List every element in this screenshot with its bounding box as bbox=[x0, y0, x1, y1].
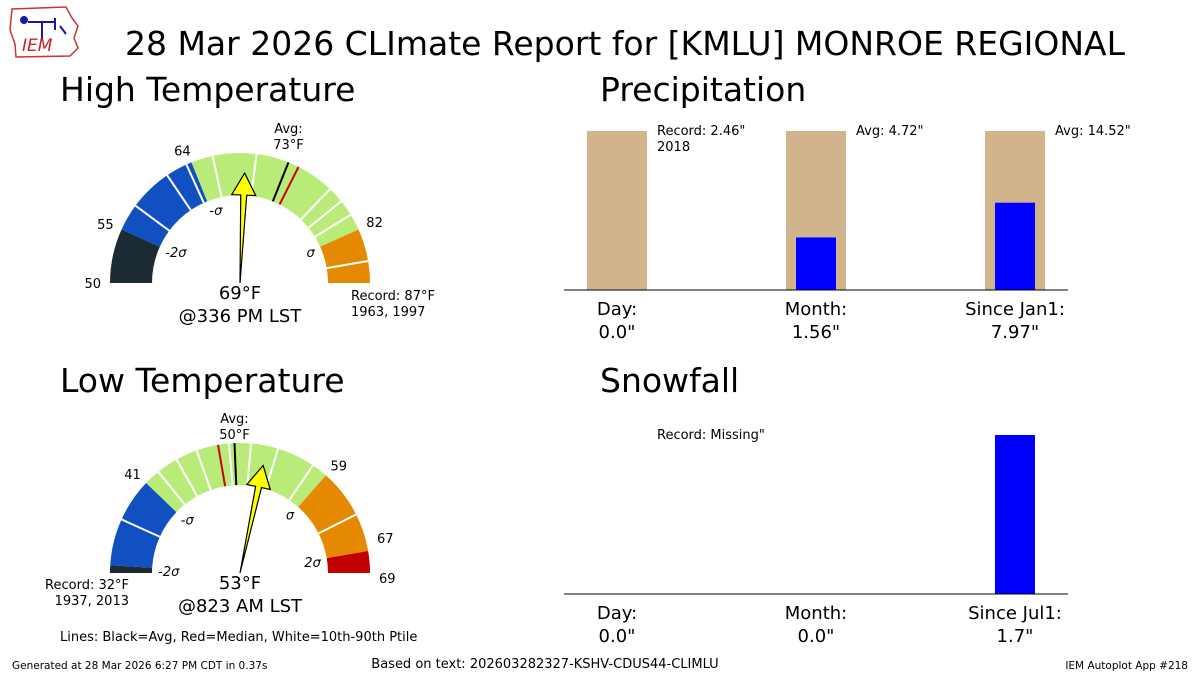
low-temp-panel-title: Low Temperature bbox=[60, 361, 345, 400]
gauge-band bbox=[191, 153, 359, 247]
snowfall-bar-chart: Record: Missing"Day:0.0"Month:0.0"Since … bbox=[564, 428, 1068, 647]
autoplot-app-note: IEM Autoplot App #218 bbox=[1065, 660, 1188, 672]
category-value-label: 7.97" bbox=[991, 322, 1039, 343]
record-years-label: 1963, 1997 bbox=[351, 305, 425, 320]
category-value-label: 0.0" bbox=[798, 626, 835, 647]
weather-station-icon bbox=[20, 16, 67, 40]
avg-value-label: 50°F bbox=[219, 428, 250, 443]
median-line bbox=[217, 444, 227, 487]
sigma-label: -σ bbox=[181, 513, 195, 528]
gauge-band bbox=[320, 229, 370, 283]
sigma-label: -2σ bbox=[165, 246, 187, 261]
gauge-band bbox=[121, 162, 208, 247]
percentile-line bbox=[134, 204, 170, 232]
percentile-line bbox=[157, 471, 186, 506]
category-label: Since Jan1: bbox=[965, 299, 1065, 320]
percentile-line bbox=[121, 518, 161, 538]
category-label: Month: bbox=[785, 299, 847, 320]
category-label: Month: bbox=[785, 603, 847, 624]
gauge-tick-label: 50 bbox=[84, 277, 101, 292]
legend-note: Lines: Black=Avg, Red=Median, White=10th… bbox=[60, 630, 417, 645]
percentile-line bbox=[227, 443, 234, 486]
percentile-line bbox=[246, 443, 253, 486]
source-text-note: Based on text: 202603282327-KSHV-CDUS44-… bbox=[371, 657, 718, 672]
percentile-line bbox=[307, 200, 342, 229]
percentile-line bbox=[288, 464, 314, 501]
gauge-tick-label: 59 bbox=[330, 460, 347, 475]
percentile-line bbox=[185, 164, 205, 204]
record-years-label: 1937, 2013 bbox=[55, 594, 129, 609]
category-value-label: 0.0" bbox=[599, 626, 636, 647]
record-label: Record: 87°F bbox=[351, 289, 435, 304]
reference-label: Record: Missing" bbox=[657, 428, 765, 443]
avg-label: Avg: bbox=[274, 122, 302, 137]
reference-bar bbox=[587, 131, 647, 290]
percentile-line bbox=[166, 174, 192, 211]
category-value-label: 0.0" bbox=[599, 322, 636, 343]
avg-value-label: 73°F bbox=[273, 138, 304, 153]
gauge-band bbox=[110, 229, 160, 283]
observed-time-label: @336 PM LST bbox=[179, 306, 303, 327]
percentile-line bbox=[314, 213, 352, 238]
percentile-line bbox=[211, 155, 223, 198]
gauge-band bbox=[298, 475, 369, 559]
sigma-label: -σ bbox=[209, 204, 223, 219]
sigma-label: 2σ bbox=[304, 556, 321, 571]
high-temperature-gauge: Avg:73°F 50 55 64 82 -2σ -σ σ 69°F@336 PM LST Rec… bbox=[84, 122, 435, 327]
gauge-band bbox=[110, 565, 153, 573]
category-label: Day: bbox=[597, 299, 637, 320]
reference-label: Record: 2.46" bbox=[657, 124, 745, 139]
iem-logo: IEM bbox=[9, 6, 79, 58]
snowfall-panel-title: Snowfall bbox=[600, 361, 739, 400]
observed-value-label: 53°F bbox=[219, 573, 261, 594]
observed-value-label: 69°F bbox=[219, 283, 261, 304]
gauge-tick-label: 55 bbox=[97, 218, 114, 233]
percentile-line bbox=[318, 513, 357, 535]
observed-bar bbox=[995, 202, 1035, 290]
gauge-needle bbox=[239, 464, 272, 574]
precip-panel-title: Precipitation bbox=[600, 70, 806, 109]
reference-label: 2018 bbox=[657, 140, 690, 155]
gauge-tick-label: 67 bbox=[377, 532, 394, 547]
category-label: Day: bbox=[597, 603, 637, 624]
sigma-label: σ bbox=[306, 246, 315, 261]
median-line bbox=[278, 166, 300, 205]
gauge-band bbox=[110, 483, 177, 568]
logo-text: IEM bbox=[22, 36, 53, 56]
sigma-label: σ bbox=[286, 508, 295, 523]
gauge-needle bbox=[230, 171, 257, 284]
sigma-label: -2σ bbox=[158, 565, 180, 580]
observed-time-label: @823 AM LST bbox=[178, 596, 303, 617]
page-title: 28 Mar 2026 CLImate Report for [KMLU] MO… bbox=[125, 24, 1126, 63]
category-value-label: 1.7" bbox=[997, 626, 1034, 647]
category-label: Since Jul1: bbox=[968, 603, 1062, 624]
high-temp-panel-title: High Temperature bbox=[60, 70, 355, 109]
gauge-tick-label: 41 bbox=[124, 468, 141, 483]
percentile-line bbox=[195, 450, 212, 491]
gauge-tick-label: 64 bbox=[174, 144, 191, 159]
iowa-outline-icon bbox=[9, 6, 79, 58]
observed-bar bbox=[995, 435, 1035, 594]
generated-note: Generated at 28 Mar 2026 6:27 PM CDT in … bbox=[12, 660, 267, 672]
gauge-band bbox=[326, 551, 370, 573]
reference-label: Avg: 14.52" bbox=[1055, 124, 1131, 139]
percentile-line bbox=[326, 260, 369, 270]
record-label: Record: 32°F bbox=[45, 578, 129, 593]
precipitation-bar-chart: Record: 2.46"2018 Day:0.0" Avg: 4.72" Month… bbox=[564, 124, 1131, 343]
percentile-line bbox=[300, 188, 331, 221]
average-line bbox=[233, 443, 238, 486]
average-line bbox=[271, 162, 290, 202]
gauge-tick-label: 69 bbox=[379, 572, 396, 587]
low-temperature-gauge: Avg:50°F 41 59 67 69 -2σ -σ σ 2σ 53°F@823 AM LST R… bbox=[45, 412, 396, 617]
avg-label: Avg: bbox=[220, 412, 248, 427]
gauge-tick-label: 82 bbox=[366, 216, 383, 231]
reference-label: Avg: 4.72" bbox=[856, 124, 924, 139]
percentile-line bbox=[175, 459, 198, 497]
observed-bar bbox=[796, 237, 836, 290]
category-value-label: 1.56" bbox=[792, 322, 840, 343]
